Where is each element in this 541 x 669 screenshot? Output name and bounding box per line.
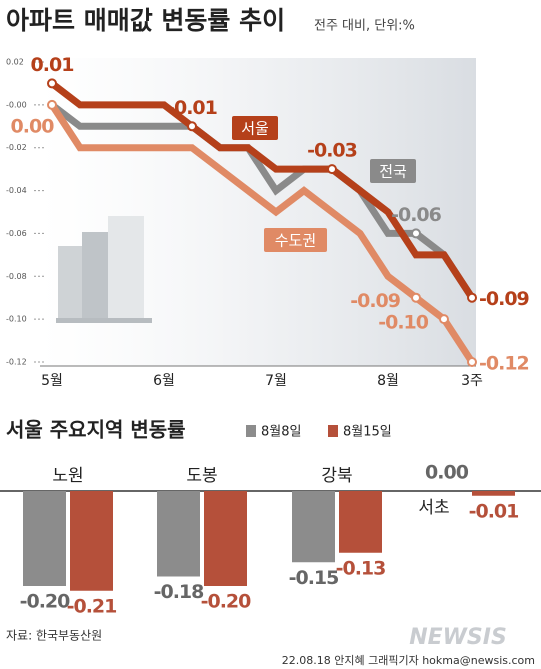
point-marker [439, 314, 449, 325]
watermark: NEWSIS [409, 625, 507, 650]
legend-box [232, 116, 278, 140]
x-tick-label: 7월 [265, 373, 287, 389]
data-label: -0.01 [167, 97, 217, 119]
category-label: 강북 [321, 466, 352, 486]
legend-label: 수도권 [275, 232, 316, 250]
data-label: -0.13 [336, 557, 386, 579]
data-label: -0.20 [201, 591, 252, 613]
point-marker [187, 121, 197, 132]
data-label: -0.21 [67, 595, 117, 617]
chart-title: 아파트 매매값 변동률 추이 [6, 6, 285, 35]
legend-box [370, 159, 416, 183]
y-tick-label: -0.12 [6, 358, 27, 367]
source: 자료: 한국부동산원 [6, 629, 102, 643]
bar [339, 491, 382, 553]
data-label: -0.09 [479, 288, 529, 310]
y-tick-label: 0.02 [6, 58, 24, 67]
data-label: 0.00 [11, 115, 55, 137]
bar [157, 491, 200, 577]
y-tick-label: -0.00 [6, 100, 27, 109]
y-tick-label: -0.04 [6, 186, 27, 195]
y-tick-label: -0.02 [6, 143, 27, 152]
category-label: 노원 [52, 466, 83, 486]
data-label: -0.09 [350, 290, 400, 312]
legend-label: 8월15일 [343, 425, 392, 440]
x-tick-label: 6월 [153, 373, 175, 389]
data-label: -0.03 [307, 140, 357, 162]
bar [472, 491, 515, 496]
building-illustration [56, 216, 152, 323]
category-label: 서초 [418, 498, 449, 518]
series-line [49, 102, 475, 364]
data-label: 0.00 [425, 462, 469, 484]
data-label: -0.12 [479, 353, 529, 375]
data-label: -0.20 [20, 591, 71, 613]
bar [292, 491, 335, 563]
data-label: -0.15 [289, 567, 339, 589]
category-label: 도봉 [186, 466, 217, 486]
x-tick-label: 5월 [41, 373, 63, 389]
data-label: -0.06 [391, 204, 442, 226]
point-marker [467, 292, 477, 303]
legend-label: 8월8일 [261, 425, 301, 440]
series-line [49, 80, 475, 300]
data-label: 0.01 [31, 54, 74, 76]
legend-swatch [328, 425, 338, 437]
data-label: -0.18 [154, 581, 205, 603]
y-tick-label: -0.08 [6, 272, 27, 281]
point-marker [467, 357, 477, 367]
point-marker [327, 164, 337, 175]
bar [70, 491, 113, 591]
y-tick-label: -0.10 [6, 315, 27, 324]
legend-label: 서울 [241, 120, 269, 138]
data-label: -0.01 [469, 500, 519, 522]
credit: 22.08.18 안지혜 그래픽기자 hokma@newsis.com [282, 654, 535, 667]
x-tick-label: 8월 [377, 373, 399, 389]
bar-chart-title: 서울 주요지역 변동률 [6, 418, 186, 442]
bar [204, 491, 247, 586]
legend-label: 전국 [379, 163, 407, 181]
point-marker [47, 78, 57, 89]
chart-subtitle: 전주 대비, 단위:% [314, 19, 415, 34]
legend-box [264, 228, 327, 252]
x-tick-label: 3주 [461, 373, 483, 389]
point-marker [411, 228, 421, 239]
y-tick-label: -0.06 [6, 229, 27, 238]
legend-swatch [246, 425, 256, 437]
point-marker [411, 292, 421, 303]
bar [23, 491, 66, 586]
data-label: -0.10 [378, 312, 429, 334]
point-marker [47, 99, 57, 110]
